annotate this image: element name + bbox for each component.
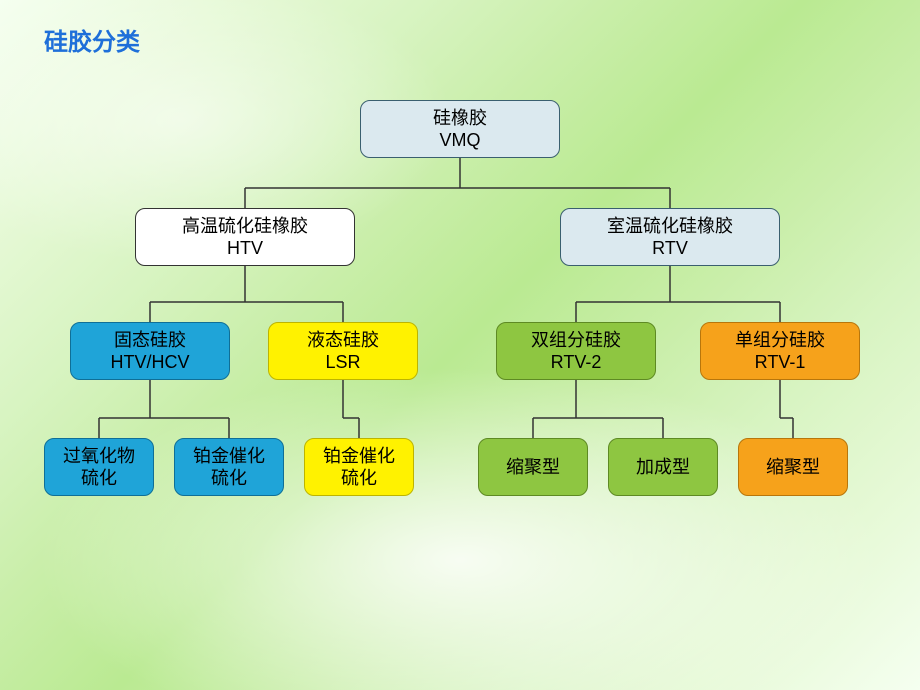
tree-node-rtv2: 双组分硅胶RTV-2 (496, 322, 656, 380)
tree-node-pt2: 铂金催化硫化 (304, 438, 414, 496)
tree-node-cond2: 缩聚型 (738, 438, 848, 496)
tree-node-rtv1: 单组分硅胶RTV-1 (700, 322, 860, 380)
tree-node-liquid: 液态硅胶LSR (268, 322, 418, 380)
tree-chart: 硅橡胶VMQ高温硫化硅橡胶HTV 室温硫化硅橡胶RTV 固态硅胶HTV/HCV 液态硅… (0, 100, 920, 540)
tree-node-htv: 高温硫化硅橡胶HTV (135, 208, 355, 266)
tree-node-pt1: 铂金催化硫化 (174, 438, 284, 496)
tree-node-add: 加成型 (608, 438, 718, 496)
tree-node-rtv: 室温硫化硅橡胶RTV (560, 208, 780, 266)
tree-node-cond1: 缩聚型 (478, 438, 588, 496)
tree-node-perox: 过氧化物硫化 (44, 438, 154, 496)
tree-node-solid: 固态硅胶HTV/HCV (70, 322, 230, 380)
tree-node-root: 硅橡胶VMQ (360, 100, 560, 158)
page-title: 硅胶分类 (44, 22, 140, 57)
